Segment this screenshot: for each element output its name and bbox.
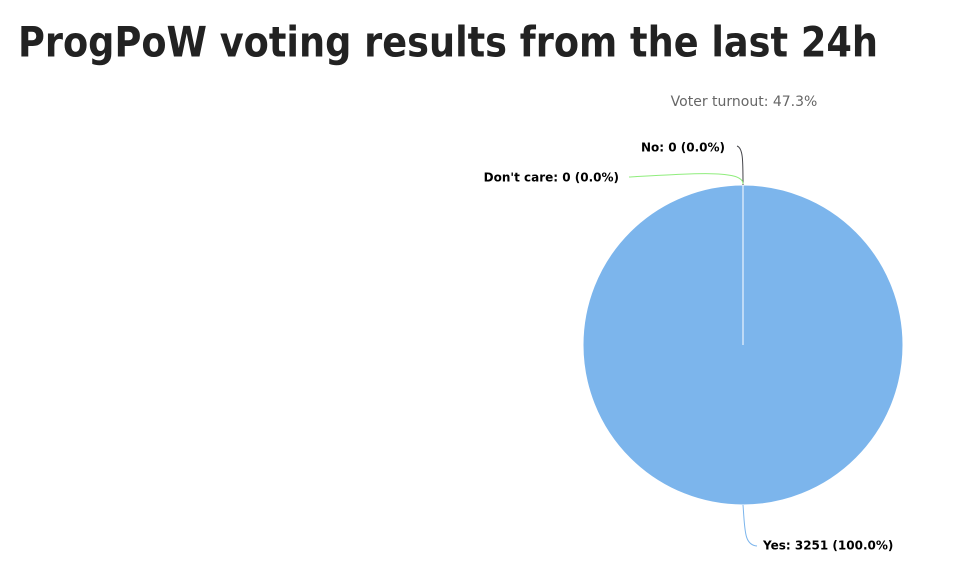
label-connector <box>628 173 744 185</box>
label-connector <box>736 145 744 186</box>
chart-subtitle: Voter turnout: 47.3% <box>671 94 818 110</box>
chart-title: ProgPoW voting results from the last 24h <box>18 18 878 67</box>
data-label: Don't care: 0 (0.0%) <box>484 171 619 185</box>
label-connector <box>742 504 758 547</box>
data-label: No: 0 (0.0%) <box>641 141 725 155</box>
data-label: Yes: 3251 (100.0%) <box>762 539 893 553</box>
